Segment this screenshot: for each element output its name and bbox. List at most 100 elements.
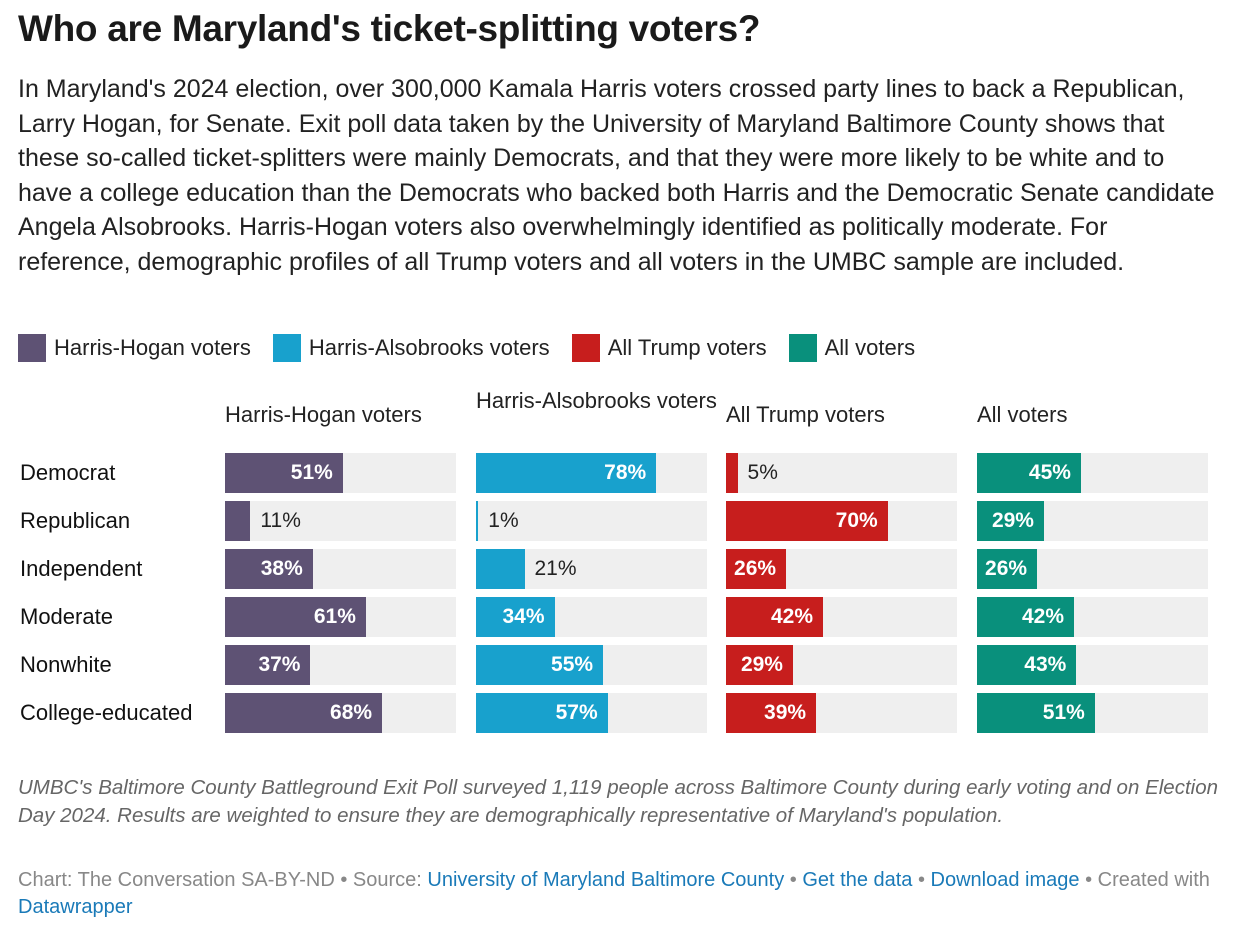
bar-harris-hogan-voters-moderate [225, 597, 366, 637]
bar-all-voters-moderate [977, 597, 1075, 637]
chart-title: Who are Maryland's ticket-splitting vote… [18, 8, 761, 49]
data-label: 55% [551, 653, 594, 676]
bar-track: 26% [726, 549, 957, 589]
bar-harris-hogan-voters-college-educated [225, 693, 383, 733]
legend-item-all-trump-voters: All Trump voters [571, 334, 767, 362]
bar-track: 51% [225, 453, 456, 493]
data-label: 5% [747, 461, 778, 484]
bar-track: 42% [977, 597, 1208, 637]
bar-track: 21% [476, 549, 707, 589]
data-label: 78% [604, 461, 647, 484]
chart-description: In Maryland's 2024 election, over 300,00… [18, 75, 1215, 276]
bar-harris-alsobrooks-voters-college-educated [476, 693, 608, 733]
bar-all-voters-republican [977, 501, 1044, 541]
bar-harris-alsobrooks-voters-nonwhite [476, 645, 604, 685]
legend-swatch [18, 334, 46, 362]
legend: Harris-Hogan voters Harris-Alsobrooks vot… [18, 334, 937, 362]
bar-harris-hogan-voters-democrat [225, 453, 343, 493]
bar-track: 43% [977, 645, 1208, 685]
data-label: 1% [488, 509, 519, 532]
data-label: 42% [1021, 605, 1065, 628]
chart-note: UMBC's Baltimore County Battleground Exi… [18, 776, 1218, 827]
chart-area: Democrat Republican Independent Moderate Non… [0, 385, 1242, 745]
source-link[interactable]: University of Maryland Baltimore County [427, 869, 785, 891]
bar-track: 42% [726, 597, 957, 637]
bar-all-trump-voters-republican [726, 501, 888, 541]
bar-harris-alsobrooks-voters-republican [476, 501, 479, 541]
column-header-all-voters: All voters [977, 402, 1068, 427]
bar-harris-hogan-voters-independent [225, 549, 313, 589]
bar-track: 5% [726, 453, 957, 493]
bar-track: 1% [476, 501, 707, 541]
bar-track: 11% [225, 501, 456, 541]
legend-label: Harris-Hogan voters [54, 335, 251, 360]
download-image-link[interactable]: Download image [930, 869, 1080, 891]
bar-track: 61% [225, 597, 456, 637]
data-label: 61% [313, 605, 356, 628]
bar-harris-alsobrooks-voters-independent [476, 549, 525, 589]
column-header-all-trump-voters: All Trump voters [726, 402, 885, 427]
credit-chart-by: Chart: The Conversation SA-BY-ND [18, 869, 335, 891]
bar-all-voters-democrat [977, 453, 1081, 493]
bar-harris-hogan-voters-nonwhite [225, 645, 311, 685]
created-with-text: Created with [1097, 869, 1210, 891]
credit-separator: • [1079, 869, 1098, 891]
bar-track: 45% [977, 453, 1208, 493]
row-label-moderate: Moderate [20, 604, 113, 629]
bar-track: 55% [476, 645, 707, 685]
legend-label: Harris-Alsobrooks voters [308, 335, 550, 360]
bar-track: 78% [476, 453, 707, 493]
get-the-data-link[interactable]: Get the data [802, 869, 913, 891]
data-label: 57% [555, 701, 598, 724]
legend-swatch [571, 334, 600, 362]
bar-track: 51% [977, 693, 1208, 733]
bar-track: 57% [476, 693, 707, 733]
legend-item-all-voters: All voters [788, 334, 916, 362]
bar-all-trump-voters-nonwhite [726, 645, 793, 685]
data-label: 45% [1028, 461, 1071, 484]
bar-track: 29% [977, 501, 1208, 541]
row-label-college-educated: College-educated [20, 700, 193, 725]
legend-item-harris-hogan-voters: Harris-Hogan voters [18, 334, 251, 362]
column-header-harris-alsobrooks-voters: Harris-Alsobrooks voters [476, 388, 717, 413]
data-label: 51% [290, 461, 333, 484]
bar-track: 70% [726, 501, 957, 541]
bar-all-trump-voters-democrat [726, 453, 738, 493]
bar-all-trump-voters-college-educated [726, 693, 817, 733]
row-label-democrat: Democrat [20, 460, 116, 485]
bar-all-voters-nonwhite [977, 645, 1077, 685]
bar-track: 38% [225, 549, 456, 589]
data-label: 39% [764, 701, 807, 724]
bar-all-trump-voters-moderate [726, 597, 824, 637]
credit-separator: • [784, 869, 803, 891]
legend-swatch [788, 334, 817, 362]
row-label-republican: Republican [20, 508, 131, 533]
bar-all-voters-independent [977, 549, 1038, 589]
legend-label: All Trump voters [607, 335, 767, 360]
bar-track: 39% [726, 693, 957, 733]
datawrapper-link[interactable]: Datawrapper [18, 896, 133, 918]
legend-item-harris-alsobrooks-voters: Harris-Alsobrooks voters [272, 334, 550, 362]
data-label: 51% [1042, 701, 1085, 724]
chart-credit: Chart: The Conversation SA-BY-ND • Sourc… [18, 867, 1228, 921]
data-label: 26% [985, 557, 1028, 580]
legend-label: All voters [824, 335, 916, 360]
bar-all-voters-college-educated [977, 693, 1095, 733]
bar-track: 34% [476, 597, 707, 637]
data-label: 11% [260, 509, 301, 532]
data-label: 70% [835, 509, 878, 532]
bar-track: 37% [225, 645, 456, 685]
bar-all-trump-voters-independent [726, 549, 787, 589]
data-label: 43% [1024, 653, 1067, 676]
credit-separator: • Source: [334, 869, 428, 891]
data-label: 37% [258, 653, 301, 676]
bar-track: 26% [977, 549, 1208, 589]
data-label: 29% [740, 653, 783, 676]
bar-harris-hogan-voters-republican [225, 501, 251, 541]
row-label-independent: Independent [20, 556, 143, 581]
data-label: 38% [260, 557, 303, 580]
bar-track: 68% [225, 693, 456, 733]
data-label: 21% [534, 557, 577, 580]
column-header-harris-hogan-voters: Harris-Hogan voters [225, 402, 422, 427]
data-label: 68% [330, 701, 373, 724]
